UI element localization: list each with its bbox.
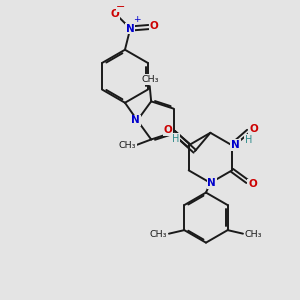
Text: CH₃: CH₃ [119,141,136,150]
Text: N: N [231,140,240,150]
Text: N: N [131,116,140,125]
Text: CH₃: CH₃ [142,75,159,84]
Text: H: H [244,135,252,145]
Text: CH₃: CH₃ [244,230,262,239]
Text: H: H [172,134,180,144]
Text: N: N [208,178,216,188]
Text: −: − [116,2,125,12]
Text: O: O [110,9,119,19]
Text: O: O [248,179,257,190]
Text: CH₃: CH₃ [150,230,167,239]
Text: O: O [249,124,258,134]
Text: +: + [133,15,140,24]
Text: N: N [126,23,135,34]
Text: O: O [164,125,172,135]
Text: O: O [149,21,158,31]
